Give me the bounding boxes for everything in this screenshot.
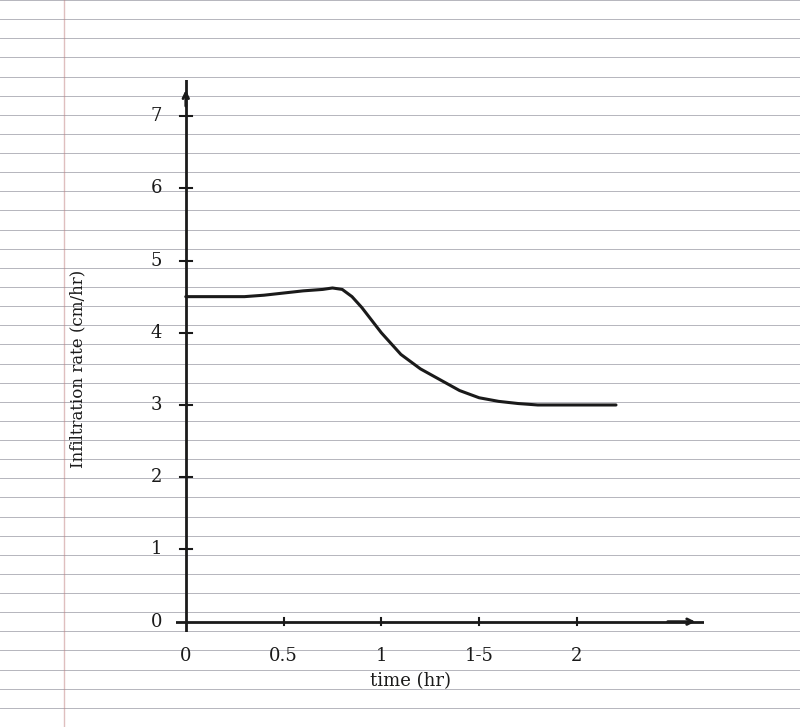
Text: 1: 1: [151, 540, 162, 558]
Text: 7: 7: [151, 107, 162, 125]
Text: time (hr): time (hr): [370, 672, 451, 690]
Text: 2: 2: [571, 647, 582, 665]
Text: 3: 3: [151, 396, 162, 414]
Text: 6: 6: [151, 180, 162, 197]
Text: 0.5: 0.5: [269, 647, 298, 665]
Text: 1: 1: [375, 647, 387, 665]
Text: 0: 0: [151, 613, 162, 630]
Text: 0: 0: [180, 647, 191, 665]
Text: 1-5: 1-5: [465, 647, 494, 665]
Text: 2: 2: [151, 468, 162, 486]
Text: 5: 5: [151, 252, 162, 270]
Text: 4: 4: [151, 324, 162, 342]
Text: Infiltration rate (cm/hr): Infiltration rate (cm/hr): [70, 270, 86, 468]
